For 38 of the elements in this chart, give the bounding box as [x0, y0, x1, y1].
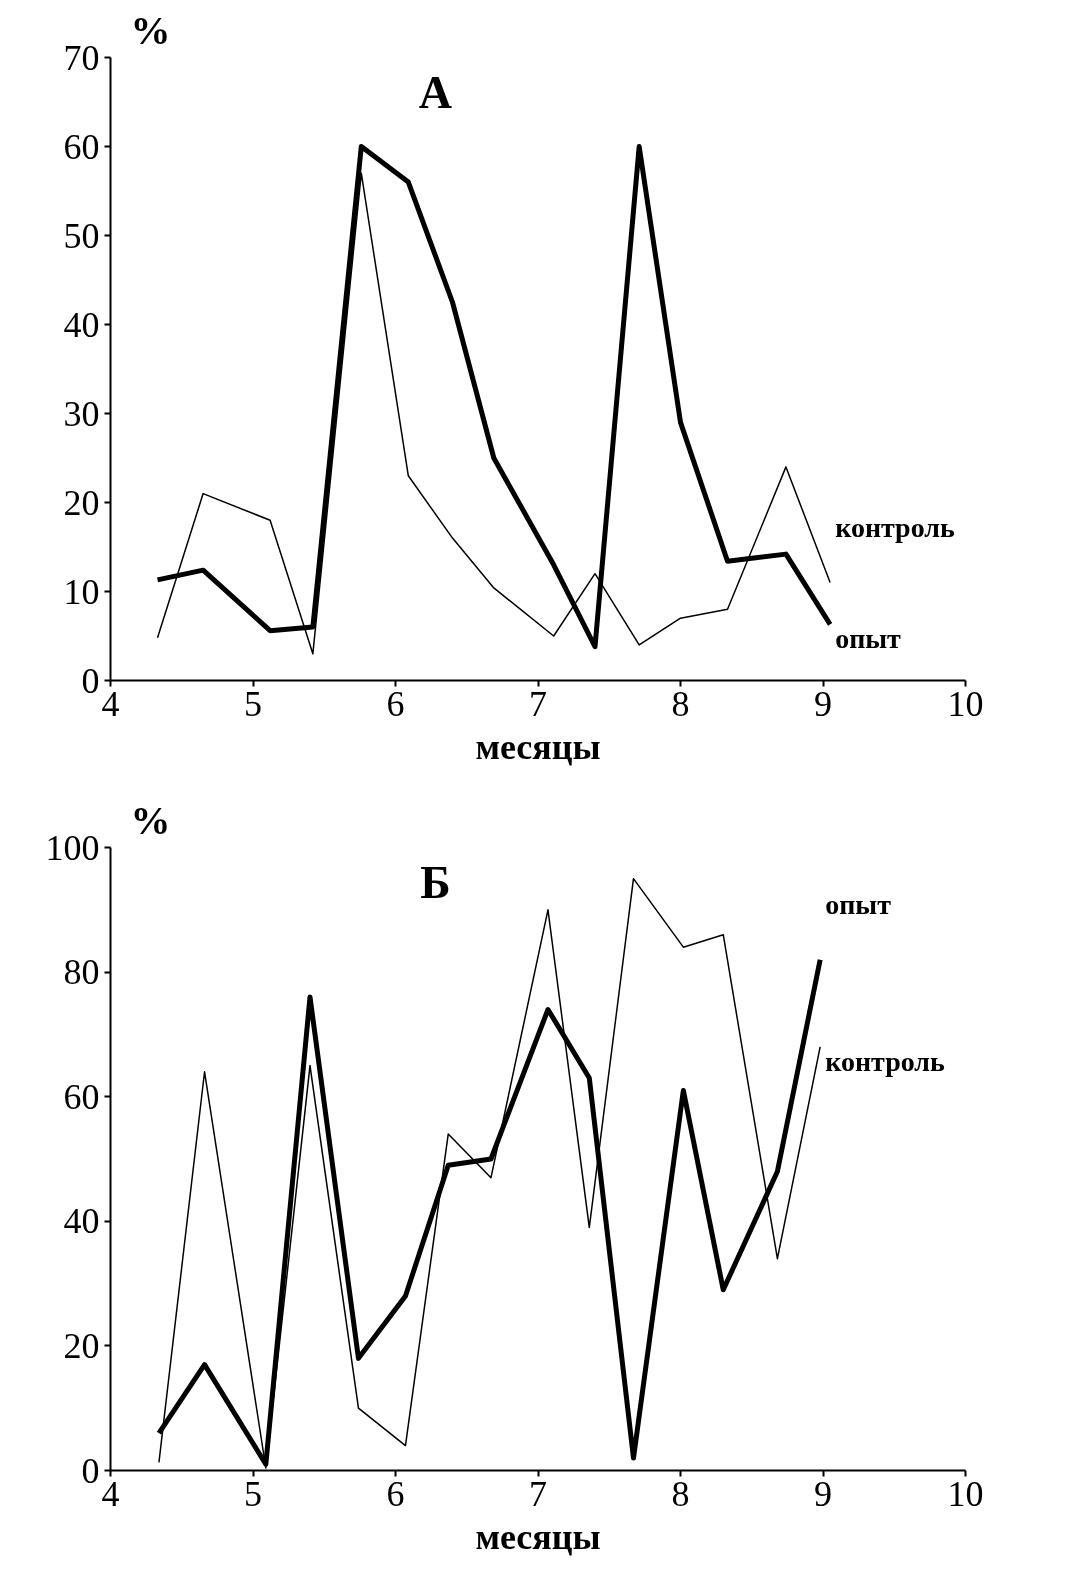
y-tick-label: 20 — [63, 482, 100, 523]
y-tick-label: 30 — [63, 393, 100, 434]
x-axis-title: месяцы — [475, 726, 601, 767]
y-tick-label: 40 — [63, 304, 100, 345]
series-label: опыт — [825, 888, 892, 920]
series-label: контроль — [835, 511, 956, 543]
x-tick-label: 8 — [671, 1473, 690, 1514]
y-tick-label: 60 — [63, 1076, 100, 1117]
x-axis-title: месяцы — [475, 1516, 601, 1557]
y-axis-title: % — [130, 797, 171, 843]
y-tick-label: 60 — [63, 126, 100, 167]
y-tick-label: 40 — [63, 1201, 100, 1242]
y-tick-label: 100 — [45, 827, 100, 868]
x-tick-label: 8 — [671, 683, 690, 724]
x-tick-label: 10 — [947, 1473, 984, 1514]
x-tick-label: 7 — [529, 1473, 547, 1514]
x-tick-label: 5 — [244, 683, 262, 724]
x-tick-label: 5 — [244, 1473, 262, 1514]
chart-title: Б — [420, 856, 451, 908]
y-tick-label: 80 — [63, 952, 100, 993]
x-tick-label: 6 — [386, 683, 405, 724]
x-tick-label: 4 — [101, 1473, 120, 1514]
y-tick-label: 0 — [81, 1450, 100, 1491]
x-tick-label: 9 — [814, 1473, 832, 1514]
chart-title: А — [418, 66, 453, 118]
series-label: опыт — [835, 623, 902, 655]
y-tick-label: 50 — [63, 215, 100, 256]
y-tick-label: 10 — [63, 571, 100, 612]
x-tick-label: 9 — [814, 683, 832, 724]
x-tick-label: 6 — [386, 1473, 405, 1514]
x-tick-label: 10 — [947, 683, 984, 724]
y-tick-label: 20 — [63, 1325, 100, 1366]
y-axis-title: % — [130, 7, 171, 53]
y-tick-label: 70 — [63, 37, 100, 78]
x-tick-label: 7 — [529, 683, 547, 724]
series-label: контроль — [825, 1045, 946, 1077]
y-tick-label: 0 — [81, 660, 100, 701]
x-tick-label: 4 — [101, 683, 120, 724]
